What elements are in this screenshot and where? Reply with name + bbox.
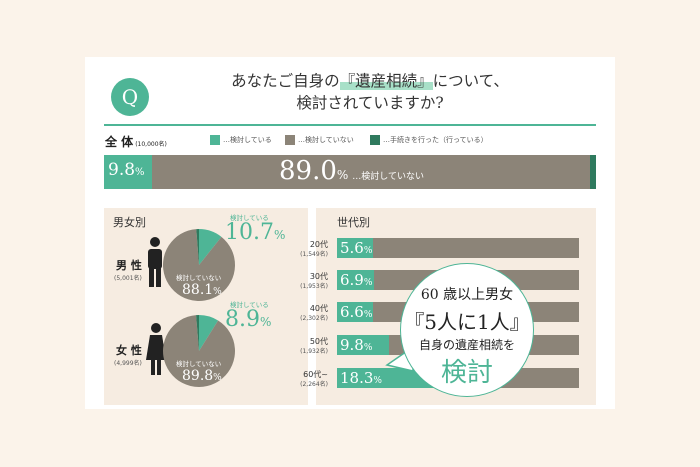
legend-swatch — [285, 135, 295, 145]
overall-value-kentou: 9.8% — [108, 160, 145, 180]
male-pie — [163, 229, 235, 301]
gender-section-title: 男女別 — [113, 216, 146, 229]
age-bar-value: 6.9% — [340, 271, 373, 289]
age-count: (2,302名) — [300, 315, 328, 322]
question-badge-letter: Q — [121, 85, 139, 109]
female-not-value: 89.8% — [182, 368, 222, 384]
age-count: (1,953名) — [300, 283, 328, 290]
overall-bar-procedure — [590, 155, 596, 189]
callout-line-1: 60 歳以上男女 — [420, 287, 514, 303]
legend-label: …検討している — [223, 136, 272, 144]
age-bar-fill — [337, 238, 373, 258]
age-count: (1,549名) — [300, 251, 328, 258]
age-label: 40代 — [309, 304, 328, 313]
overall-label: 全 体 (10,000名) — [105, 133, 167, 150]
male-figure-icon — [148, 237, 162, 287]
legend-swatch — [210, 135, 220, 145]
pie-slice-kentou — [199, 315, 219, 351]
legend-swatch — [370, 135, 380, 145]
legend-item-kentou: …検討している — [210, 135, 272, 145]
legend-item-not: …検討していない — [285, 135, 354, 145]
age-count: (1,932名) — [300, 348, 328, 355]
age-label: 50代 — [309, 337, 328, 346]
male-label: 男 性 — [116, 259, 142, 272]
age-bar-value: 6.6% — [340, 303, 373, 321]
overall-bar-not — [152, 155, 591, 189]
question-badge: Q — [111, 78, 149, 116]
overall-value-not: 89.0% …検討していない — [279, 156, 425, 186]
age-label: 30代 — [309, 272, 328, 281]
callout-line-2: 『5人に1人』 — [404, 310, 530, 334]
pie-slice-procedure — [196, 315, 199, 351]
male-kentou-label: 検討している — [230, 214, 269, 222]
age-bar: 5.6% — [337, 238, 579, 258]
callout-bubble: 60 歳以上男女 『5人に1人』 自身の遺産相続を 検討 — [400, 263, 534, 397]
legend-label: …検討していない — [298, 136, 354, 144]
female-label: 女 性 — [116, 344, 142, 357]
question-title: あなたご自身の『遺産相続』について、 検討されていますか? — [160, 70, 580, 114]
title-highlight: 『遺産相続』 — [339, 72, 433, 90]
overall-bar-kentou — [104, 155, 153, 189]
pie-slice-procedure — [196, 229, 199, 265]
callout-line-3: 自身の遺産相続を — [418, 338, 515, 352]
pie-slice-not — [163, 229, 235, 301]
overall-count: (10,000名) — [135, 141, 167, 148]
female-kentou-label: 検討している — [230, 301, 269, 309]
age-bar-fill — [337, 270, 374, 290]
callout-line-4: 検討 — [440, 358, 493, 388]
age-bar-value: 9.8% — [340, 336, 373, 354]
age-bar-fill — [337, 302, 373, 322]
male-not-value: 88.1% — [182, 282, 222, 298]
age-label: 60代~ — [303, 370, 328, 379]
age-bar-value: 5.6% — [340, 239, 373, 257]
female-pie — [163, 315, 235, 387]
female-not-label: 検討していない — [176, 360, 222, 368]
title-line-2: 検討されていますか? — [296, 94, 444, 112]
age-label: 20代 — [309, 240, 328, 249]
age-section-title: 世代別 — [337, 216, 370, 229]
male-not-label: 検討していない — [176, 274, 222, 282]
title-part-2: について、 — [432, 72, 509, 90]
female-figure-icon — [146, 323, 166, 375]
female-count: (4,999名) — [114, 360, 142, 367]
overall-label-text: 全 体 — [105, 135, 134, 149]
age-bar-fill — [337, 335, 390, 355]
male-kentou-value: 10.7% — [225, 220, 286, 245]
title-divider — [104, 124, 596, 126]
female-kentou-value: 8.9% — [225, 307, 272, 332]
legend-item-procedure: …手続きを行った（行っている） — [370, 135, 488, 145]
overall-bar: 9.8% 89.0% …検討していない — [104, 155, 596, 189]
age-count: (2,264名) — [300, 381, 328, 388]
title-part-1: あなたご自身の — [231, 72, 340, 90]
pie-slice-kentou — [199, 229, 222, 265]
age-bar-value: 18.3% — [340, 369, 382, 387]
male-count: (5,001名) — [114, 275, 142, 282]
legend-label: …手続きを行った（行っている） — [383, 136, 488, 144]
pie-slice-not — [163, 315, 235, 387]
age-bar-fill — [337, 368, 435, 388]
